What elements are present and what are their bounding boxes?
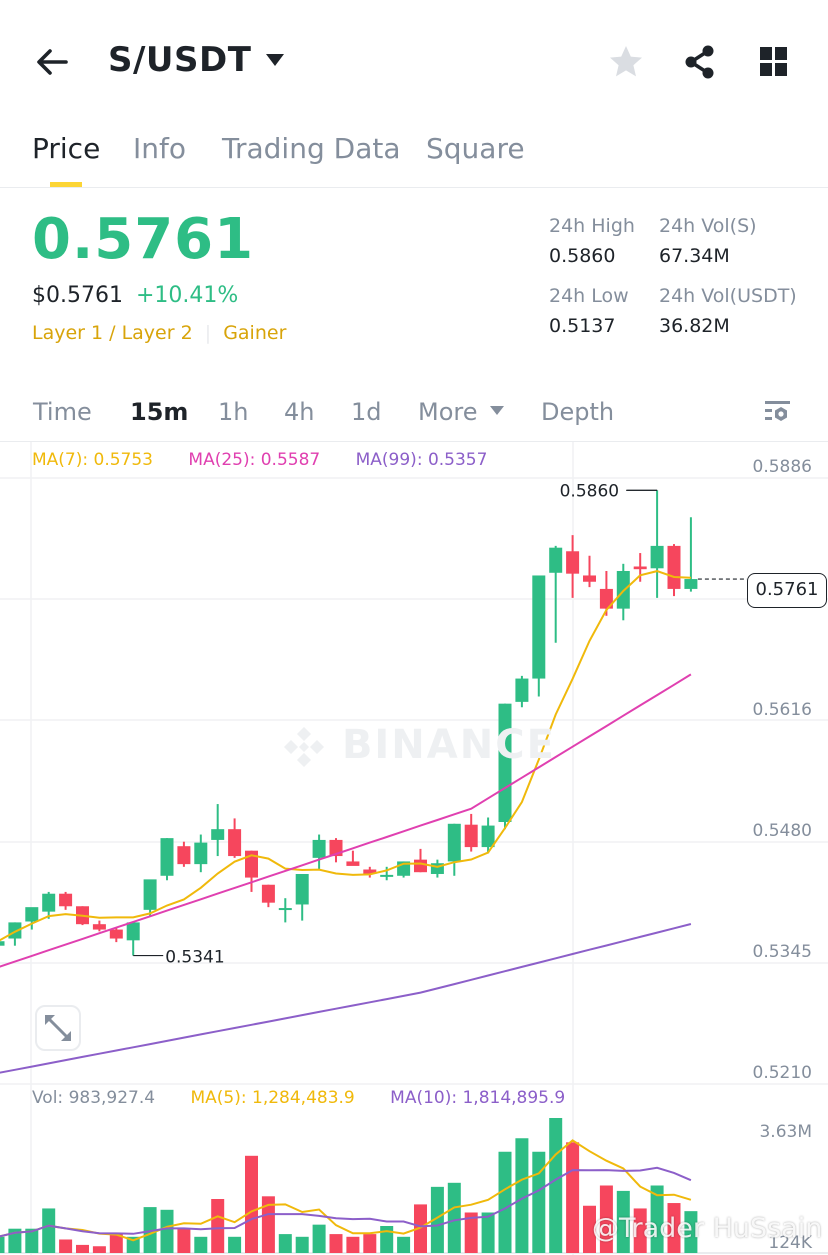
- stat-24h-high: 24h High 0.5860: [549, 215, 635, 267]
- stat-value: 67.34M: [659, 245, 730, 267]
- caret-down-icon: [489, 405, 504, 415]
- favorite-button[interactable]: [606, 42, 646, 82]
- chart-settings-button[interactable]: [762, 398, 792, 428]
- last-price: 0.5761: [32, 207, 255, 272]
- stat-24h-vol-base: 24h Vol(S) 67.34M: [659, 215, 757, 267]
- tab-square[interactable]: Square: [426, 132, 525, 165]
- binance-logo-icon: [284, 727, 324, 767]
- watermark-text: BINANCE: [341, 722, 556, 768]
- interval-bar: Time 15m 1h 4h 1d More Depth: [0, 386, 828, 442]
- candlestick-chart[interactable]: 0.5860 0.5341: [0, 442, 828, 1255]
- tag-separator: |: [204, 322, 212, 344]
- ma25-legend: MA(25): 0.5587: [188, 450, 321, 470]
- ticker-summary: 0.5761 $0.5761 +10.41% Layer 1 / Layer 2…: [32, 205, 286, 344]
- stat-label: 24h Low: [549, 285, 629, 307]
- ma7-legend: MA(7): 0.5753: [32, 450, 153, 470]
- interval-1d[interactable]: 1d: [351, 398, 382, 426]
- vol-legend: Vol: 983,927.4: [32, 1088, 156, 1108]
- volume-legend: Vol: 983,927.4 MA(5): 1,284,483.9 MA(10)…: [32, 1088, 595, 1108]
- stat-value: 0.5860: [549, 245, 616, 267]
- volume-tick: 3.63M: [759, 1122, 812, 1142]
- share-button[interactable]: [680, 42, 720, 82]
- tab-price[interactable]: Price: [32, 132, 101, 165]
- fiat-price: $0.5761: [32, 283, 123, 308]
- caret-down-icon[interactable]: [266, 54, 284, 66]
- gainer-tag[interactable]: Gainer: [223, 322, 287, 344]
- interval-1h[interactable]: 1h: [218, 398, 249, 426]
- share-icon: [685, 45, 714, 79]
- tab-trading-data[interactable]: Trading Data: [222, 132, 401, 165]
- pair-title[interactable]: S/USDT: [108, 40, 252, 80]
- category-tag[interactable]: Layer 1 / Layer 2: [32, 322, 193, 344]
- fullscreen-button[interactable]: [35, 1005, 81, 1051]
- price-tick: 0.5616: [752, 700, 812, 720]
- back-arrow-icon: [37, 49, 68, 75]
- stat-label: 24h Vol(USDT): [659, 285, 797, 307]
- interval-more[interactable]: More: [418, 398, 504, 426]
- stat-value: 0.5137: [549, 315, 616, 337]
- interval-15m[interactable]: 15m: [130, 398, 189, 426]
- interval-depth[interactable]: Depth: [541, 398, 615, 426]
- back-button[interactable]: [32, 42, 72, 82]
- active-tab-indicator: [50, 182, 82, 187]
- ma99-legend: MA(99): 0.5357: [355, 450, 488, 470]
- more-label: More: [418, 398, 478, 426]
- price-tick: 0.5345: [752, 942, 812, 962]
- interval-4h[interactable]: 4h: [284, 398, 315, 426]
- credit-text: @Trader HuSsain: [592, 1213, 823, 1244]
- stat-value: 36.82M: [659, 315, 730, 337]
- interval-time[interactable]: Time: [33, 398, 92, 426]
- svg-text:0.5341: 0.5341: [165, 948, 224, 968]
- svg-text:0.5860: 0.5860: [560, 481, 619, 501]
- expand-icon: [45, 1015, 71, 1041]
- main-tabs: Price Info Trading Data Square: [0, 120, 828, 188]
- credit-watermark: @Trader HuSsain: [592, 1213, 822, 1244]
- stat-label: 24h High: [549, 215, 635, 237]
- binance-watermark: BINANCE: [282, 722, 556, 769]
- tab-info[interactable]: Info: [133, 132, 186, 165]
- vol-ma10-legend: MA(10): 1,814,895.9: [390, 1088, 566, 1108]
- ma-legend: MA(7): 0.5753 MA(25): 0.5587 MA(99): 0.5…: [32, 450, 517, 470]
- current-price-tag[interactable]: 0.5761: [747, 573, 827, 608]
- change-percent: +10.41%: [135, 283, 239, 308]
- stat-label: 24h Vol(S): [659, 215, 757, 237]
- volume-tick: 124K: [768, 1233, 812, 1253]
- stat-24h-low: 24h Low 0.5137: [549, 285, 629, 337]
- star-icon: [610, 46, 642, 77]
- layout-button[interactable]: [754, 42, 794, 82]
- price-tick: 0.5210: [752, 1063, 812, 1083]
- grid-icon: [760, 47, 787, 76]
- header: S/USDT: [0, 0, 828, 120]
- stat-24h-vol-quote: 24h Vol(USDT) 36.82M: [659, 285, 797, 337]
- price-tick: 0.5480: [752, 821, 812, 841]
- vol-ma5-legend: MA(5): 1,284,483.9: [190, 1088, 355, 1108]
- price-tick: 0.5886: [752, 457, 812, 477]
- chart-settings-icon: [765, 401, 790, 421]
